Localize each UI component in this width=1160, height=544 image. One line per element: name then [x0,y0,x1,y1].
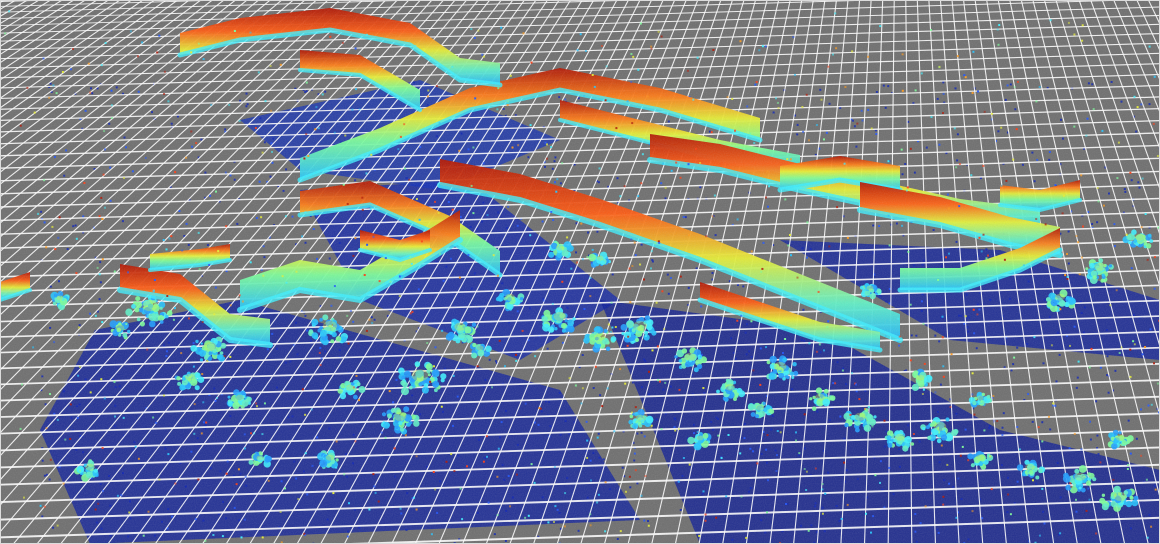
noise-overlay [0,0,1160,544]
point-cloud-viewport[interactable] [0,0,1160,544]
point-cloud-scene[interactable] [0,0,1160,544]
